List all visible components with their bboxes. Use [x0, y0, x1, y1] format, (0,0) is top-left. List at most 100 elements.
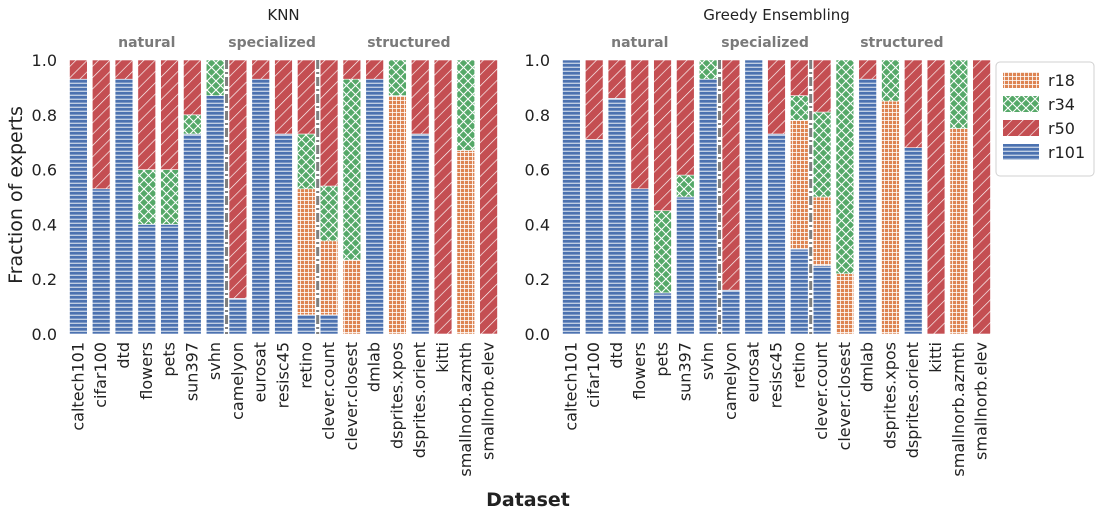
panel-title: KNN — [267, 6, 299, 24]
bar-segment-r50 — [607, 59, 627, 99]
x-tick-label: eurosat — [744, 342, 763, 402]
bar-segment-r34 — [205, 59, 225, 96]
bar-segment-r101 — [584, 139, 604, 335]
bar-segment-r34 — [653, 210, 672, 294]
x-tick-label: cifar100 — [584, 342, 603, 408]
bar-segment-r50 — [114, 59, 134, 80]
bar-segment-r101 — [69, 78, 88, 335]
group-label: specialized — [228, 35, 316, 51]
bar-segment-r18 — [456, 150, 476, 335]
bar-segment-r101 — [790, 248, 809, 335]
bar-segment-r50 — [251, 59, 270, 80]
bar-segment-r18 — [790, 119, 809, 250]
legend: r18 r34 r50 r101 — [995, 61, 1095, 177]
bar-segment-r50 — [228, 59, 248, 299]
bar-segment-r18 — [949, 128, 969, 335]
bar-segment-r50 — [342, 59, 362, 80]
x-axis-label: Dataset — [486, 489, 570, 511]
x-tick-label: retino — [296, 342, 315, 389]
x-tick-label: smallnorb.azmth — [456, 342, 475, 477]
x-tick-label: sun397 — [182, 342, 201, 401]
legend-swatch-r101 — [1003, 144, 1039, 160]
bar-segment-r34 — [388, 59, 407, 96]
legend-swatch-r18 — [1003, 72, 1039, 88]
bar-segment-r101 — [137, 224, 156, 335]
x-tick-label: smallnorb.elev — [972, 342, 991, 460]
bar-segment-r50 — [858, 59, 877, 80]
bar-segment-r34 — [812, 111, 832, 198]
bar-segment-r101 — [297, 314, 316, 335]
bar-segment-r18 — [297, 188, 316, 316]
y-tick-label: 0.8 — [525, 106, 550, 125]
x-tick-label: dsprites.xpos — [387, 342, 406, 449]
bar-segment-r50 — [365, 59, 384, 80]
y-axis-label: Fraction of experts — [5, 106, 27, 284]
x-tick-label: kitti — [433, 342, 452, 373]
x-tick-label: dtd — [607, 342, 626, 369]
x-tick-label: camelyon — [721, 342, 740, 420]
group-label: structured — [860, 35, 943, 51]
bar-segment-r101 — [183, 133, 202, 335]
bar-segment-r101 — [365, 78, 384, 335]
x-tick-label: caltech101 — [561, 342, 580, 431]
x-tick-label: clever.closest — [342, 342, 361, 450]
bar-segment-r50 — [653, 59, 672, 211]
x-tick-label: cifar100 — [91, 342, 110, 408]
bar-segment-r34 — [137, 169, 156, 225]
x-tick-label: dmlab — [858, 342, 877, 392]
x-tick-label: flowers — [137, 342, 156, 400]
x-tick-label: camelyon — [228, 342, 247, 420]
bar-segment-r50 — [274, 59, 293, 135]
x-tick-label: svhn — [205, 342, 224, 380]
bar-segment-r101 — [411, 133, 430, 335]
bar-segment-r18 — [342, 259, 362, 335]
x-tick-label: caltech101 — [68, 342, 87, 431]
y-tick-label: 0.6 — [525, 161, 550, 180]
y-tick-label: 0.4 — [32, 215, 57, 234]
bar-segment-r101 — [721, 289, 741, 335]
bar-segment-r34 — [456, 59, 476, 151]
x-tick-label: pets — [160, 342, 179, 377]
bar-segment-r50 — [904, 59, 923, 148]
bar-segment-r50 — [630, 59, 649, 190]
bar-segment-r34 — [698, 59, 718, 80]
y-tick-label: 0.6 — [32, 161, 57, 180]
bar-segment-r34 — [790, 95, 809, 121]
legend-label: r101 — [1048, 143, 1085, 162]
bar-segment-r34 — [342, 78, 362, 261]
bar-segment-r101 — [676, 196, 695, 335]
x-tick-label: sun397 — [675, 342, 694, 401]
bar-segment-r50 — [676, 59, 695, 176]
x-tick-label: dsprites.orient — [903, 342, 922, 458]
bar-segment-r18 — [388, 95, 407, 335]
bar-segment-r101 — [91, 188, 111, 335]
bar-segment-r101 — [744, 59, 763, 335]
bar-segment-r101 — [274, 133, 293, 335]
bar-segment-r50 — [479, 59, 498, 335]
x-tick-label: smallnorb.azmth — [949, 342, 968, 477]
bar-segment-r50 — [160, 59, 179, 170]
y-tick-label: 0.4 — [525, 215, 550, 234]
bar-segment-r34 — [676, 174, 695, 198]
bar-segment-r50 — [183, 59, 202, 116]
bar-segment-r18 — [835, 273, 855, 335]
group-label: specialized — [721, 35, 809, 51]
bar-segment-r34 — [160, 169, 179, 225]
bar-segment-r18 — [881, 100, 900, 335]
bar-segment-r34 — [183, 114, 202, 135]
bar-segment-r50 — [433, 59, 453, 335]
bar-segment-r34 — [881, 59, 900, 102]
legend-swatch-r34 — [1003, 96, 1039, 112]
bar-segment-r101 — [114, 78, 134, 335]
bar-segment-r50 — [137, 59, 156, 170]
bar-segment-r50 — [790, 59, 809, 96]
x-tick-label: dmlab — [365, 342, 384, 392]
x-tick-label: pets — [653, 342, 672, 377]
legend-label: r18 — [1048, 71, 1075, 90]
bar-segment-r50 — [584, 59, 604, 140]
bar-segment-r34 — [949, 59, 969, 129]
greedy-ensembling-panel: Greedy Ensembling 0.0 0.2 0.4 0.6 0.8 1.0 calte… — [525, 6, 993, 477]
bar-segment-r101 — [653, 292, 672, 335]
panel-title: Greedy Ensembling — [703, 6, 850, 24]
